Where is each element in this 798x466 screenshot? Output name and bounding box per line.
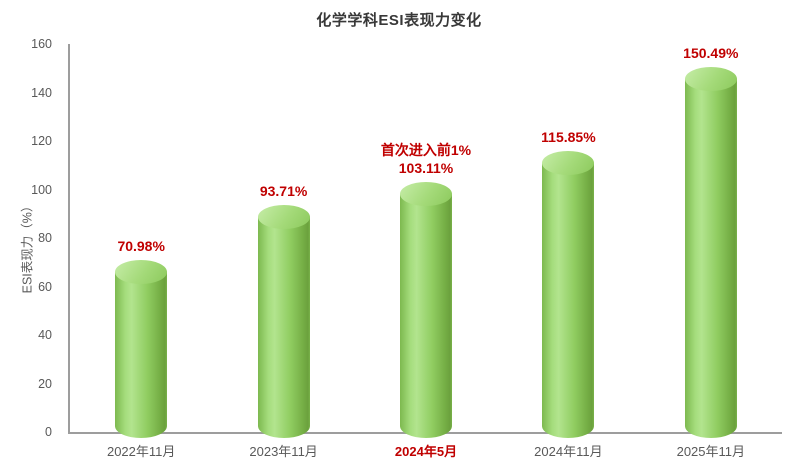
- value-text: 93.71%: [259, 182, 308, 199]
- y-tick-label: 140: [31, 85, 52, 100]
- annotation-text: 首次进入前1%: [380, 141, 472, 158]
- y-axis: 0 20 40 60 80 100 120 140 160: [0, 37, 60, 439]
- cylinder-body: [115, 271, 168, 438]
- cylinder-top-face: [684, 67, 737, 92]
- cylinder-top-face: [542, 151, 595, 176]
- x-tick-label: 2024年5月: [394, 444, 458, 459]
- value-text: 150.49%: [683, 44, 739, 61]
- x-tick-label: 2023年11月: [249, 444, 318, 459]
- x-tick-label: 2025年11月: [676, 444, 746, 459]
- cylinder-top-face: [400, 181, 452, 206]
- y-tick-label: 120: [31, 134, 52, 148]
- y-tick-label: 20: [38, 376, 52, 391]
- bar-value-label: 150.49%: [616, 44, 798, 62]
- y-tick-label: 60: [38, 279, 52, 294]
- bar-value-label: 首次进入前1% 103.11%: [331, 141, 521, 177]
- cylinder-bar: 115.85%: [541, 129, 596, 438]
- cylinder-body: [400, 193, 452, 438]
- plot-area: 70.98% 2022年11月 93.71% 2023年11月 首次进入前1% 103.1…: [68, 44, 782, 459]
- y-tick-label: 40: [38, 328, 52, 342]
- cylinder-body: [684, 79, 737, 438]
- bar-value-label: 115.85%: [473, 128, 663, 146]
- cylinder-body: [542, 163, 595, 438]
- value-text: 103.11%: [398, 159, 454, 176]
- cylinder-body: [257, 216, 310, 438]
- x-tick-label: 2024年11月: [534, 444, 603, 459]
- cylinder-top-face: [257, 204, 310, 229]
- cylinder-top-face: [115, 259, 168, 284]
- chart-title: 化学学科ESI表现力变化: [316, 12, 482, 29]
- cylinder-bar: 首次进入前1% 103.11%: [381, 142, 471, 438]
- cylinder-bar: 70.98%: [115, 238, 168, 438]
- x-tick-label: 2022年11月: [106, 444, 176, 459]
- cylinder-bar: 93.71%: [257, 183, 310, 438]
- y-tick-label: 100: [31, 182, 52, 197]
- value-text: 115.85%: [541, 128, 596, 145]
- y-tick-label: 80: [38, 231, 52, 245]
- cylinder-bar: 150.49%: [683, 45, 738, 438]
- y-tick-label: 160: [31, 37, 52, 51]
- value-text: 70.98%: [117, 237, 165, 254]
- y-tick-label: 0: [45, 425, 52, 439]
- bar-value-label: 93.71%: [189, 182, 379, 200]
- bar-value-label: 70.98%: [46, 237, 236, 255]
